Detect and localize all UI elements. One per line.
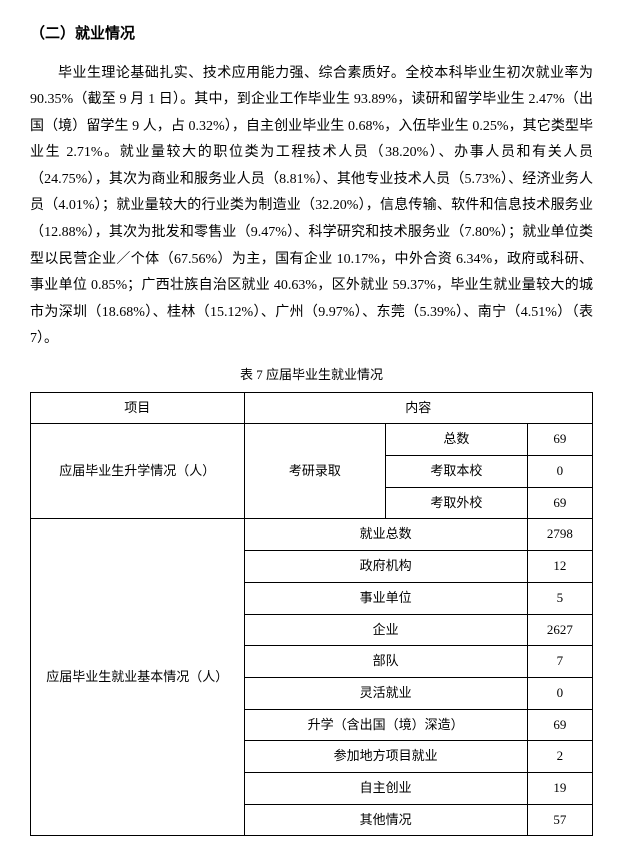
category-cell: 应届毕业生升学情况（人） — [31, 424, 245, 519]
item-cell: 就业总数 — [244, 519, 527, 551]
table-row: 应届毕业生升学情况（人） 考研录取 总数 69 — [31, 424, 593, 456]
item-cell: 考取外校 — [386, 487, 528, 519]
value-cell: 69 — [527, 709, 592, 741]
body-paragraph: 毕业生理论基础扎实、技术应用能力强、综合素质好。全校本科毕业生初次就业率为 90… — [30, 61, 593, 354]
subcategory-cell: 考研录取 — [244, 424, 386, 519]
header-col2: 内容 — [244, 392, 592, 424]
value-cell: 0 — [527, 456, 592, 488]
item-cell: 考取本校 — [386, 456, 528, 488]
item-cell: 总数 — [386, 424, 528, 456]
item-cell: 企业 — [244, 614, 527, 646]
value-cell: 19 — [527, 772, 592, 804]
value-cell: 7 — [527, 646, 592, 678]
value-cell: 69 — [527, 487, 592, 519]
item-cell: 其他情况 — [244, 804, 527, 836]
item-cell: 自主创业 — [244, 772, 527, 804]
value-cell: 0 — [527, 677, 592, 709]
item-cell: 部队 — [244, 646, 527, 678]
table-row: 应届毕业生就业基本情况（人） 就业总数 2798 — [31, 519, 593, 551]
table-header-row: 项目 内容 — [31, 392, 593, 424]
value-cell: 69 — [527, 424, 592, 456]
section-title: （二）就业情况 — [30, 20, 593, 49]
value-cell: 5 — [527, 582, 592, 614]
value-cell: 57 — [527, 804, 592, 836]
item-cell: 灵活就业 — [244, 677, 527, 709]
item-cell: 升学（含出国（境）深造） — [244, 709, 527, 741]
value-cell: 2798 — [527, 519, 592, 551]
category-cell: 应届毕业生就业基本情况（人） — [31, 519, 245, 836]
header-col1: 项目 — [31, 392, 245, 424]
value-cell: 12 — [527, 551, 592, 583]
value-cell: 2 — [527, 741, 592, 773]
item-cell: 事业单位 — [244, 582, 527, 614]
item-cell: 参加地方项目就业 — [244, 741, 527, 773]
item-cell: 政府机构 — [244, 551, 527, 583]
table-caption: 表 7 应届毕业生就业情况 — [30, 363, 593, 388]
value-cell: 2627 — [527, 614, 592, 646]
employment-table: 项目 内容 应届毕业生升学情况（人） 考研录取 总数 69 考取本校 0 考取外… — [30, 392, 593, 837]
